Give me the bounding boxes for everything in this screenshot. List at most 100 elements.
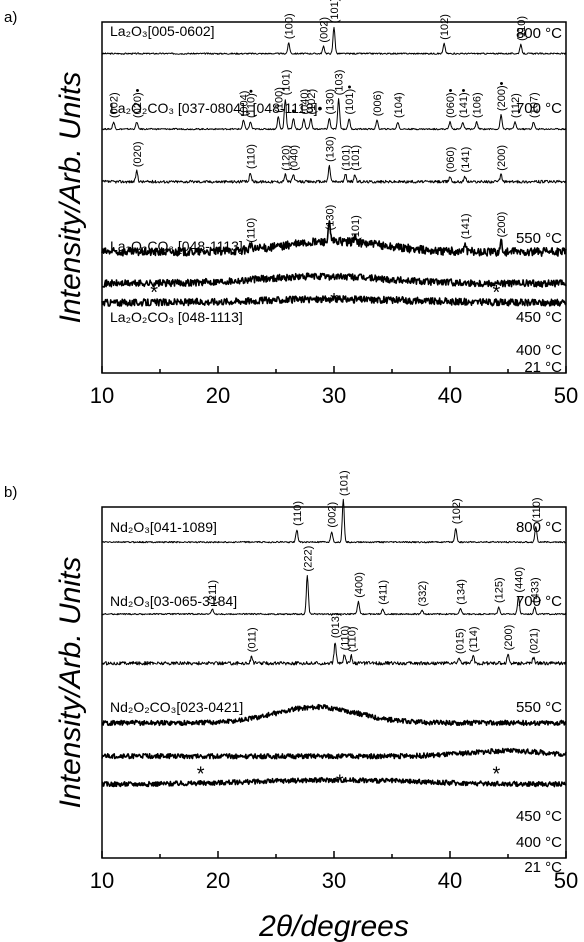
peak-label: (222) bbox=[302, 546, 314, 572]
temperature-label: 800 °C bbox=[516, 25, 562, 42]
peak-label: (011) bbox=[247, 627, 259, 652]
peak-label: (100) bbox=[284, 13, 296, 39]
peak-label: (107) bbox=[529, 92, 541, 118]
peak-label: (134) bbox=[455, 579, 467, 605]
panel-a: a) 10 20 30 40 50 Intensity/Arb. Units 800 °C La… bbox=[4, 0, 578, 408]
peak-label: (440) bbox=[513, 567, 525, 593]
peak-label: (130) bbox=[324, 136, 336, 162]
y-axis-label: Intensity/Arb. Units bbox=[54, 557, 87, 809]
temperature-label: 700 °C bbox=[516, 100, 562, 117]
x-tick-label: 10 bbox=[90, 868, 114, 893]
peak-label: (120) bbox=[280, 145, 292, 171]
peak-label: (102) bbox=[306, 89, 318, 115]
phase-label: Nd₂O₂CO₃[023-0421] bbox=[110, 699, 243, 715]
panel-label: b) bbox=[4, 484, 17, 501]
peak-label: (433) bbox=[530, 577, 542, 603]
series-line-21c bbox=[101, 294, 567, 307]
peak-label: (400) bbox=[353, 572, 365, 598]
temperature-label: 800 °C bbox=[516, 519, 562, 536]
peak-label: (1̄14) bbox=[468, 626, 480, 652]
series-line-800c bbox=[101, 26, 566, 55]
series-line-800c bbox=[101, 498, 567, 544]
peak-label: (004) bbox=[239, 91, 251, 117]
peak-label: (102) bbox=[451, 498, 463, 524]
peak-label: (141) bbox=[460, 213, 472, 239]
series-line-700c bbox=[101, 575, 567, 616]
peak-label: (020)• bbox=[132, 88, 144, 118]
peak-label: (002) bbox=[109, 92, 121, 118]
x-axis-label: 2θ/degrees bbox=[258, 910, 409, 942]
peak-label: (101) bbox=[329, 0, 341, 23]
peak-label: (130) bbox=[324, 205, 336, 231]
peak-label: (013) bbox=[330, 612, 342, 638]
amorphous-marker: * bbox=[493, 282, 501, 304]
temperature-label: 400 °C bbox=[516, 834, 562, 851]
peak-label: (040) bbox=[299, 89, 311, 115]
temperature-label: 450 °C bbox=[516, 309, 562, 326]
peak-label: (102) bbox=[439, 14, 451, 40]
peak-label: (040) bbox=[288, 145, 300, 171]
peak-label: (104) bbox=[393, 92, 405, 118]
peak-label: (110)• bbox=[245, 89, 257, 118]
peak-label: (211) bbox=[207, 580, 219, 605]
peak-label: (110) bbox=[339, 626, 351, 651]
x-tick-label: 20 bbox=[206, 868, 230, 893]
peak-label: (110) bbox=[516, 16, 528, 41]
phase-label: La₂O₂CO₃ [048-1113] bbox=[110, 309, 243, 325]
peak-label: (006) bbox=[372, 91, 384, 117]
temperature-label: 550 °C bbox=[516, 699, 562, 716]
x-tick-label: 50 bbox=[554, 868, 578, 893]
peak-label: (141)• bbox=[458, 88, 470, 118]
phase-label: La₂O₃[005-0602] bbox=[110, 23, 215, 39]
peak-label: (112) bbox=[510, 93, 522, 118]
peak-label: (103) bbox=[334, 70, 346, 96]
y-axis-label: Intensity/Arb. Units bbox=[54, 72, 87, 324]
peak-label: (110) bbox=[245, 218, 257, 243]
temperature-label: 550 °C bbox=[516, 230, 562, 247]
peak-label: (411) bbox=[378, 580, 390, 605]
phase-label: La₂O₂CO₃ [037-0804], [048-1113]• bbox=[110, 100, 323, 116]
peak-label: (101) bbox=[350, 215, 362, 241]
peak-label: (332) bbox=[417, 581, 429, 607]
peak-label: (101) bbox=[341, 145, 353, 171]
peak-label: (020) bbox=[132, 141, 144, 167]
amorphous-marker: * bbox=[150, 282, 158, 304]
series-line-550c bbox=[101, 164, 567, 184]
temperature-label: 21 °C bbox=[524, 859, 562, 876]
peak-label: (101) bbox=[338, 470, 350, 496]
peak-label: (200) bbox=[496, 212, 508, 238]
peak-label: (101) bbox=[350, 145, 362, 171]
x-tick-label: 50 bbox=[554, 383, 578, 408]
amorphous-marker: * bbox=[197, 763, 205, 785]
peak-label: (101)• bbox=[344, 85, 356, 115]
peak-label: • bbox=[291, 106, 295, 118]
peak-label: (141) bbox=[460, 147, 472, 173]
peak-label: (200) bbox=[496, 145, 508, 171]
series-line-450c bbox=[101, 703, 567, 727]
panel-label: a) bbox=[4, 9, 17, 26]
peak-label: (002) bbox=[327, 502, 339, 528]
x-tick-label: 20 bbox=[206, 383, 230, 408]
peak-label: (110) bbox=[245, 144, 257, 169]
peak-label: (130) bbox=[324, 89, 336, 115]
series-line-400c bbox=[101, 747, 567, 760]
peak-label: (060) bbox=[445, 147, 457, 173]
x-tick-label: 30 bbox=[322, 868, 346, 893]
series-line-550c bbox=[101, 642, 567, 666]
peak-label: (110) bbox=[292, 501, 304, 526]
peak-label: (110) bbox=[531, 497, 543, 522]
temperature-label: 400 °C bbox=[516, 342, 562, 359]
peak-label: (060)• bbox=[445, 88, 457, 118]
series-line-700c bbox=[101, 98, 567, 131]
x-tick-label: 40 bbox=[438, 383, 462, 408]
panel-b: b) 10 20 30 40 50 Intensity/Arb. Units 2θ/degre… bbox=[4, 470, 578, 942]
peak-label: (125) bbox=[494, 577, 506, 603]
peak-label: (015) bbox=[454, 628, 466, 654]
peak-label: (200) bbox=[503, 625, 515, 651]
amorphous-marker: * bbox=[493, 763, 501, 785]
x-tick-label: 40 bbox=[438, 868, 462, 893]
series-line-21c bbox=[101, 776, 567, 788]
series-line-450c bbox=[101, 220, 567, 257]
x-tick-label: 30 bbox=[322, 383, 346, 408]
